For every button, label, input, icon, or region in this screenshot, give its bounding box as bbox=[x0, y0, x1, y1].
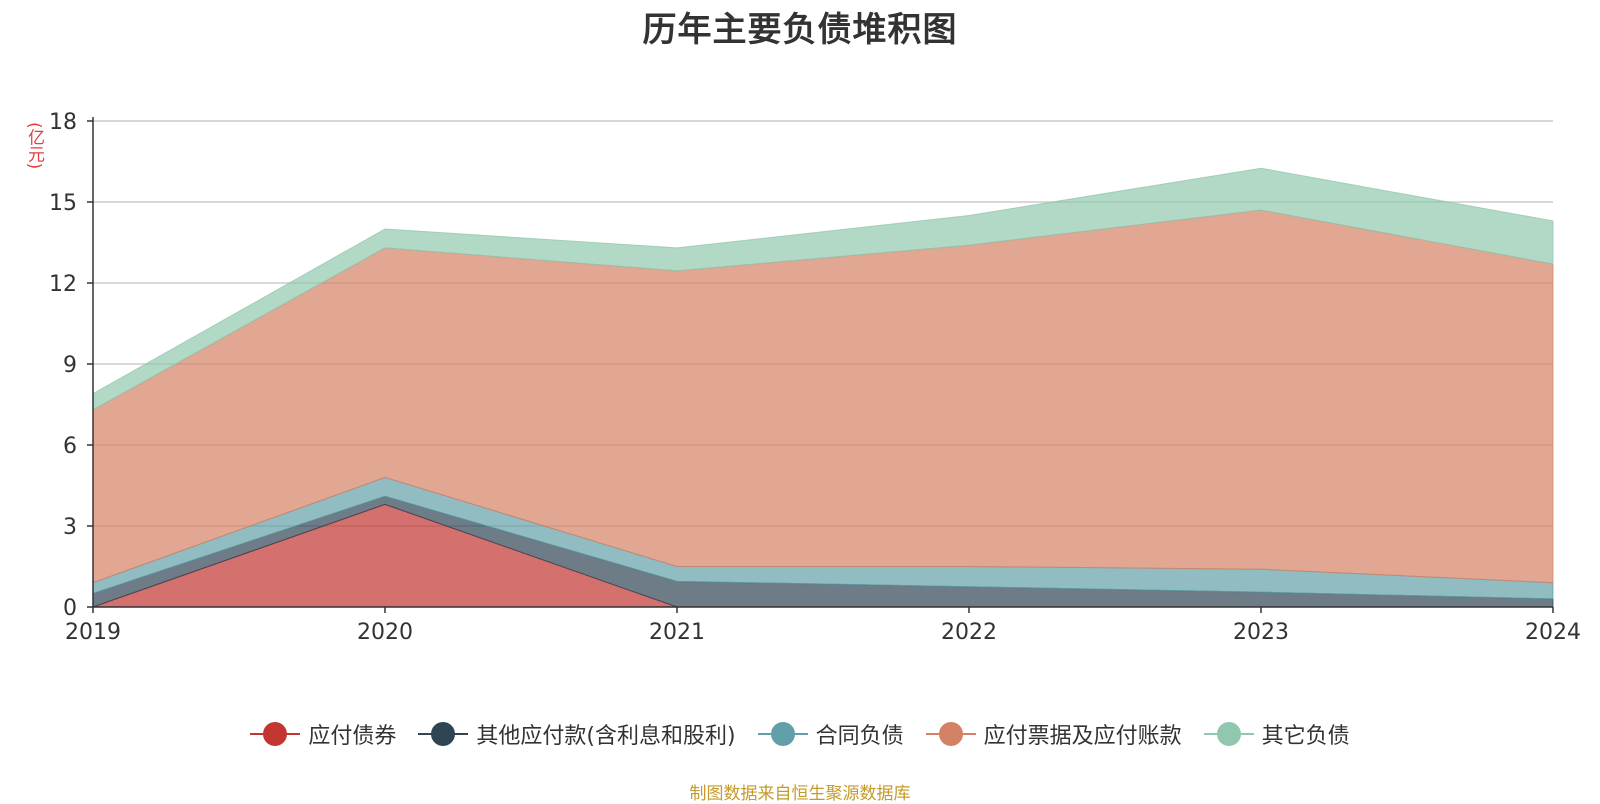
legend-item-2[interactable]: 其他应付款(含利息和股利) bbox=[418, 718, 736, 750]
legend-marker bbox=[1203, 721, 1254, 747]
legend-item-5[interactable]: 其它负债 bbox=[1203, 718, 1350, 750]
legend-dot bbox=[263, 722, 288, 746]
x-tick-label: 2021 bbox=[649, 620, 705, 645]
y-tick-label: 6 bbox=[63, 434, 77, 459]
legend-marker bbox=[925, 721, 976, 747]
y-axis-unit-label: (亿元) bbox=[24, 122, 44, 170]
y-tick-label: 12 bbox=[49, 272, 77, 297]
legend-marker bbox=[757, 721, 808, 747]
y-tick-label: 3 bbox=[63, 515, 77, 540]
legend-label: 应付债券 bbox=[308, 724, 397, 749]
legend-dot bbox=[770, 722, 795, 746]
area-series bbox=[92, 167, 1554, 608]
y-tick-label: 15 bbox=[49, 191, 77, 216]
x-tick-labels: 2019 2020 2021 2022 2023 2024 bbox=[65, 620, 1581, 645]
x-tick-label: 2024 bbox=[1525, 620, 1581, 645]
legend-dot bbox=[1216, 722, 1241, 746]
legend-label: 应付票据及应付账款 bbox=[983, 724, 1182, 749]
legend-item-4[interactable]: 应付票据及应付账款 bbox=[925, 718, 1182, 750]
y-tick-label: 9 bbox=[63, 353, 77, 378]
legend-label: 合同负债 bbox=[815, 724, 904, 749]
data-source-note: 制图数据来自恒生聚源数据库 bbox=[689, 784, 911, 804]
legend-label: 其他应付款(含利息和股利) bbox=[476, 724, 736, 749]
stacked-area-chart: 0 3 6 9 12 15 18 2019 2020 2021 2022 2023 2024 bbox=[49, 110, 1581, 645]
y-tick-labels: 0 3 6 9 12 15 18 bbox=[49, 110, 77, 621]
y-tick-label: 18 bbox=[49, 110, 77, 135]
legend-item-1[interactable]: 应付债券 bbox=[250, 718, 396, 750]
legend-label: 其它负债 bbox=[1261, 724, 1350, 749]
legend-dot bbox=[938, 722, 963, 746]
axes bbox=[87, 117, 1554, 613]
legend-dot bbox=[431, 722, 456, 746]
legend-marker bbox=[418, 721, 469, 747]
area-series-5 bbox=[92, 167, 1554, 411]
chart-title: 历年主要负债堆积图 bbox=[642, 10, 958, 50]
chart-legend[interactable]: 应付债券 其他应付款(含利息和股利) 合同负债 应付票据及应付账款 其它负债 bbox=[0, 718, 1600, 750]
y-tick-label: 0 bbox=[63, 596, 77, 621]
x-tick-label: 2019 bbox=[65, 620, 121, 645]
x-tick-label: 2022 bbox=[941, 620, 997, 645]
legend-item-3[interactable]: 合同负债 bbox=[757, 718, 904, 750]
x-tick-label: 2023 bbox=[1233, 620, 1289, 645]
legend-marker bbox=[250, 721, 301, 747]
x-tick-label: 2020 bbox=[357, 620, 413, 645]
